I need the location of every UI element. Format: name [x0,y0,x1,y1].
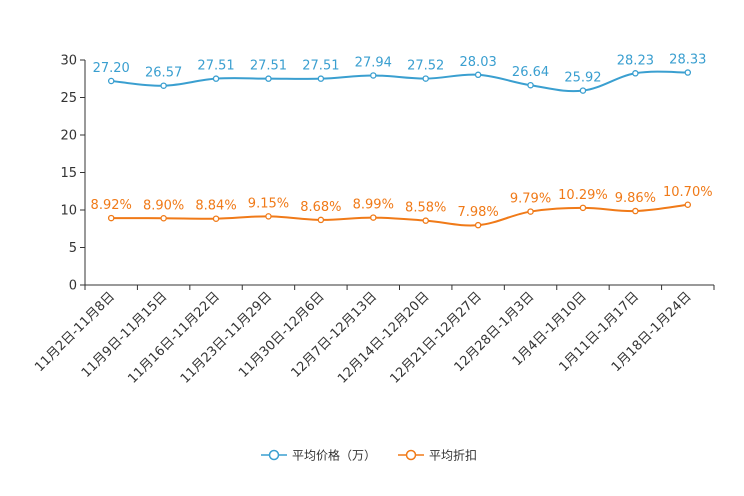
data-label: 9.15% [248,196,289,211]
series-line-1 [111,70,688,93]
data-label: 8.84% [195,199,236,214]
data-label: 8.92% [91,198,132,213]
legend-label-2: 平均折扣 [429,448,477,463]
data-label: 8.90% [143,198,184,213]
legend-label-1: 平均价格（万） [292,448,376,463]
data-point [632,207,639,215]
data-label: 27.51 [302,59,339,74]
data-point [422,217,429,224]
data-point [684,69,692,76]
data-label: 27.51 [250,59,287,74]
data-point [474,221,482,229]
data-label: 8.68% [300,200,341,215]
series-line-2 [111,203,688,227]
y-tick-label: 25 [60,91,77,106]
data-label: 26.57 [145,66,182,81]
data-point [212,215,220,222]
x-tick-label: 11月23日-11月29日 [178,289,275,386]
data-label: 27.52 [407,59,444,74]
legend-marker-1 [268,449,280,461]
data-point [632,70,639,77]
data-point [527,208,534,215]
data-label: 10.29% [558,188,608,203]
data-point [160,214,167,222]
y-tick-label: 15 [60,166,77,181]
data-label: 28.33 [669,53,706,68]
data-label: 28.03 [460,55,497,70]
data-label: 25.92 [564,71,601,86]
data-label: 8.58% [405,201,446,216]
data-point [370,72,377,79]
data-point [527,81,534,89]
y-tick-label: 10 [60,204,77,219]
data-point [579,87,587,94]
data-label: 7.98% [457,205,498,220]
y-tick-label: 30 [60,54,77,69]
data-point [422,75,429,82]
data-point [265,213,272,220]
x-tick-label: 11月16日-11月22日 [125,289,222,386]
data-label: 9.86% [615,191,656,206]
legend-marker-2 [405,449,417,461]
data-label: 27.94 [355,55,392,70]
data-point [107,214,115,222]
data-label: 10.70% [663,185,713,200]
data-label: 8.99% [353,198,394,213]
y-tick-label: 20 [60,129,77,144]
y-tick-label: 5 [69,241,77,256]
data-point [265,75,272,82]
data-point [474,71,482,79]
data-point [317,75,325,82]
data-label: 26.64 [512,65,549,80]
data-label: 27.20 [93,61,130,76]
data-point [212,75,220,82]
data-label: 27.51 [197,59,234,74]
data-label: 28.23 [617,53,654,68]
data-point [579,204,587,212]
y-tick-label: 0 [69,279,77,294]
data-point [317,216,325,224]
data-point [684,201,692,208]
data-point [370,214,377,221]
x-tick-label: 12月21日-12月27日 [387,289,484,386]
data-point [160,82,167,89]
data-label: 9.79% [510,192,551,207]
data-point [107,77,115,85]
x-tick-label: 12月14日-12月20日 [335,289,432,386]
